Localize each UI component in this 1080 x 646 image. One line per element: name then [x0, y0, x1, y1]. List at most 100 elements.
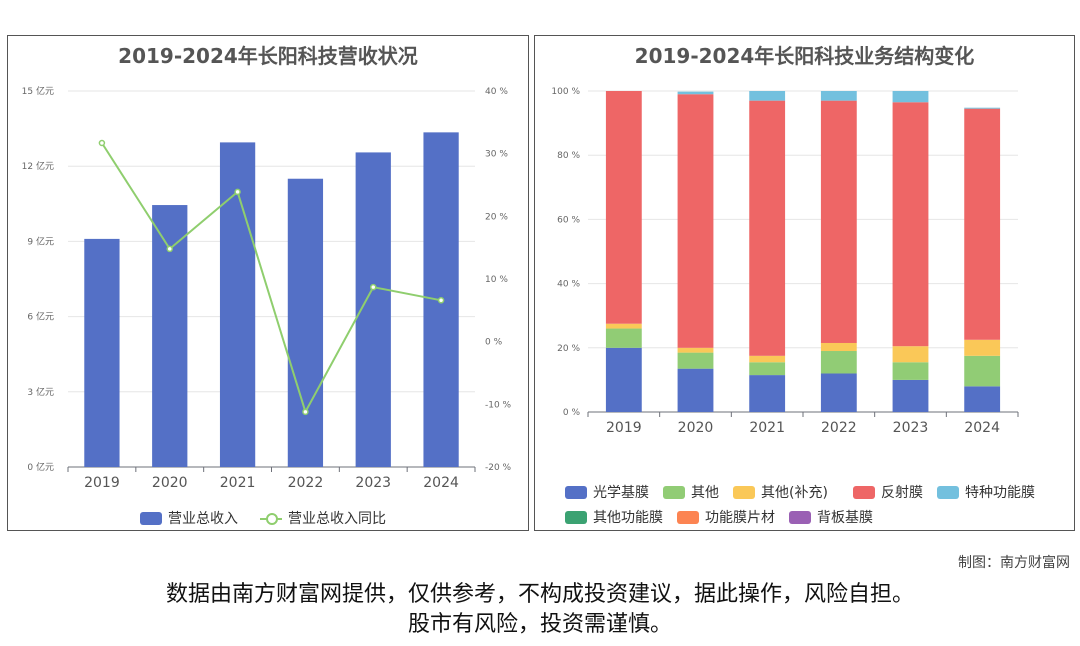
legend-label: 其他(补充)	[761, 485, 828, 501]
legend-item-5[interactable]: 其他功能膜	[565, 507, 663, 527]
revenue-chart-legend: 营业总收入 营业总收入同比	[8, 36, 528, 530]
structure-bar-segment	[605, 328, 642, 348]
legend-item-revenue-yoy[interactable]: 营业总收入同比	[260, 508, 386, 528]
legend-item-7[interactable]: 背板基膜	[789, 507, 873, 527]
legend-swatch	[663, 485, 685, 499]
legend-label-revenue-yoy: 营业总收入同比	[288, 511, 386, 527]
legend-swatch	[565, 485, 587, 499]
right-x-tick-label: 2021	[749, 420, 785, 436]
legend-item-2[interactable]: 其他(补充)	[733, 482, 828, 502]
legend-label: 其他功能膜	[593, 510, 663, 526]
legend-item-4[interactable]: 特种功能膜	[937, 482, 1035, 502]
disclaimer-line-1: 数据由南方财富网提供，仅供参考，不构成投资建议，据此操作，风险自担。	[165, 582, 914, 607]
right-y-tick-label: 0 %	[485, 338, 503, 348]
structure-bar-segment	[605, 323, 642, 329]
right-x-tick-label: 2023	[893, 420, 929, 436]
left-x-tick-label: 2024	[423, 475, 459, 491]
right-y-tick-label: 20 %	[557, 344, 580, 354]
left-y-tick-label: 12 亿元	[22, 160, 54, 172]
right-x-tick-label: 2019	[606, 420, 642, 436]
structure-bar-segment	[892, 346, 929, 363]
revenue-yoy-point	[437, 297, 445, 304]
disclaimer: 数据由南方财富网提供，仅供参考，不构成投资建议，据此操作，风险自担。 股市有风险…	[0, 580, 1080, 640]
legend-label: 功能膜片材	[705, 510, 775, 526]
structure-bar-segment	[820, 100, 857, 343]
revenue-yoy-point	[370, 283, 377, 291]
right-y-tick-label: 40 %	[485, 87, 508, 97]
structure-bar-segment	[892, 102, 929, 347]
right-y-tick-label: 20 %	[485, 212, 508, 222]
legend-swatch	[565, 510, 587, 524]
legend-swatch-revenue-yoy	[260, 512, 282, 525]
revenue-yoy-point	[234, 188, 241, 196]
right-y-tick-label: 60 %	[557, 215, 580, 225]
structure-bar-segment	[677, 347, 714, 353]
legend-item-1[interactable]: 其他	[663, 482, 719, 502]
legend-swatch-revenue	[140, 511, 162, 525]
right-y-tick-label: 10 %	[485, 275, 508, 285]
revenue-bar	[84, 238, 120, 467]
left-x-tick-label: 2020	[152, 475, 188, 491]
right-y-tick-label: 80 %	[557, 151, 580, 161]
structure-chart-legend: 光学基膜 其他 其他(补充) 反射膜 特种功能膜其他功能膜 功能膜片材 背板基膜	[535, 36, 1074, 530]
legend-swatch	[677, 510, 699, 524]
revenue-yoy-line	[101, 142, 442, 415]
left-y-tick-label: 6 亿元	[27, 311, 54, 323]
legend-label: 特种功能膜	[965, 485, 1035, 501]
structure-bar-segment	[964, 107, 1001, 109]
structure-bar-segment	[964, 386, 1001, 412]
disclaimer-line-2: 股市有风险，投资需谨慎。	[407, 612, 672, 637]
structure-bar-segment	[605, 347, 642, 412]
left-x-tick-label: 2022	[288, 475, 324, 491]
structure-bar-segment	[964, 355, 1001, 387]
structure-bar-segment	[820, 351, 857, 374]
revenue-bar	[219, 142, 256, 467]
structure-bar-segment	[677, 91, 714, 95]
structure-chart-svg: 0 % 20 % 40 % 60 % 80 % 100 % 2019 2020 2021 2022…	[551, 87, 1019, 436]
right-y-tick-label: 40 %	[557, 280, 580, 290]
structure-bar-segment	[677, 368, 714, 412]
structure-bar-segment	[749, 375, 786, 412]
legend-swatch	[733, 485, 755, 499]
left-y-tick-label: 3 亿元	[27, 386, 54, 398]
revenue-chart-title: 2019-2024年长阳科技营收状况	[118, 44, 418, 68]
legend-label-revenue: 营业总收入	[168, 511, 238, 527]
legend-swatch	[789, 510, 811, 524]
chart-credit: 制图：南方财富网	[958, 555, 1070, 571]
legend-label: 光学基膜	[593, 485, 649, 501]
revenue-chart-svg: 0 亿元 3 亿元 6 亿元 9 亿元 12 亿元 15 亿元 -20 % -10 % 0 % 1…	[22, 85, 512, 491]
legend-item-6[interactable]: 功能膜片材	[677, 507, 775, 527]
right-y-tick-label: 0 %	[563, 408, 581, 418]
structure-bar-segment	[820, 91, 857, 101]
structure-chart-panel: 2019-2024年长阳科技业务结构变化 0 % 20 % 40 % 60 % 80 %…	[534, 35, 1075, 531]
legend-item-revenue[interactable]: 营业总收入	[140, 508, 238, 528]
left-y-tick-label: 9 亿元	[27, 235, 54, 247]
left-x-tick-label: 2019	[84, 475, 120, 491]
revenue-yoy-point	[166, 245, 173, 253]
revenue-bar	[287, 178, 324, 467]
structure-bar-segment	[892, 91, 929, 103]
right-y-tick-label: 100 %	[551, 87, 580, 97]
structure-bar-segment	[605, 91, 642, 324]
structure-bar-segment	[964, 339, 1001, 356]
structure-bar-segment	[820, 342, 857, 352]
structure-bar-segment	[749, 91, 786, 101]
structure-chart-title: 2019-2024年长阳科技业务结构变化	[634, 44, 975, 68]
left-y-tick-label: 0 亿元	[27, 461, 54, 473]
left-y-tick-label: 15 亿元	[22, 85, 54, 97]
right-x-tick-label: 2024	[964, 420, 1000, 436]
legend-label: 背板基膜	[817, 510, 873, 526]
left-x-tick-label: 2021	[220, 475, 256, 491]
legend-swatch	[937, 485, 959, 499]
structure-bar-segment	[677, 352, 714, 369]
right-x-tick-label: 2022	[821, 420, 857, 436]
revenue-chart-panel: 2019-2024年长阳科技营收状况 0 亿元 3 亿元 6 亿元 9 亿元 12 亿元…	[7, 35, 529, 531]
structure-bar-segment	[749, 100, 786, 356]
legend-item-3[interactable]: 反射膜	[853, 482, 923, 502]
structure-bar-segment	[892, 362, 929, 380]
structure-bar-segment	[677, 94, 714, 348]
revenue-yoy-point	[98, 139, 106, 147]
legend-label: 其他	[691, 485, 719, 501]
legend-item-0[interactable]: 光学基膜	[565, 482, 649, 502]
structure-bar-segment	[820, 373, 857, 412]
